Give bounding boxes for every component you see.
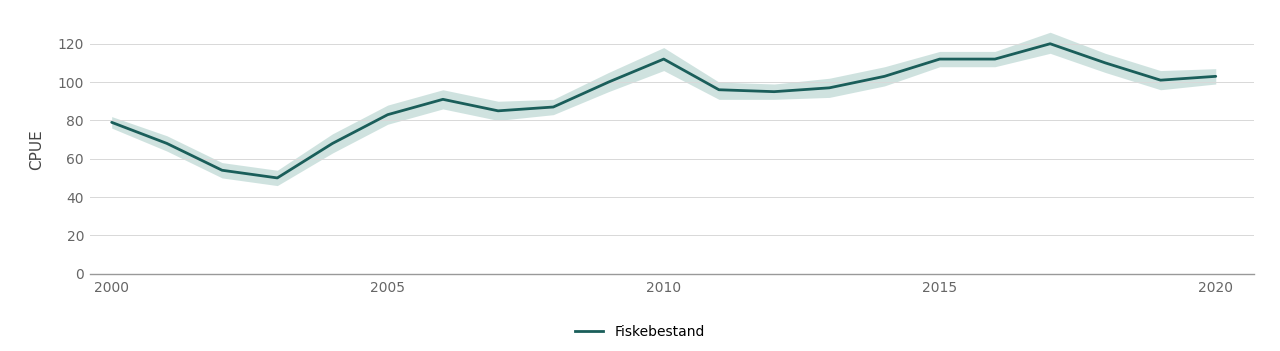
Y-axis label: CPUE: CPUE bbox=[28, 129, 44, 170]
Legend: Fiskebestand: Fiskebestand bbox=[570, 319, 710, 344]
